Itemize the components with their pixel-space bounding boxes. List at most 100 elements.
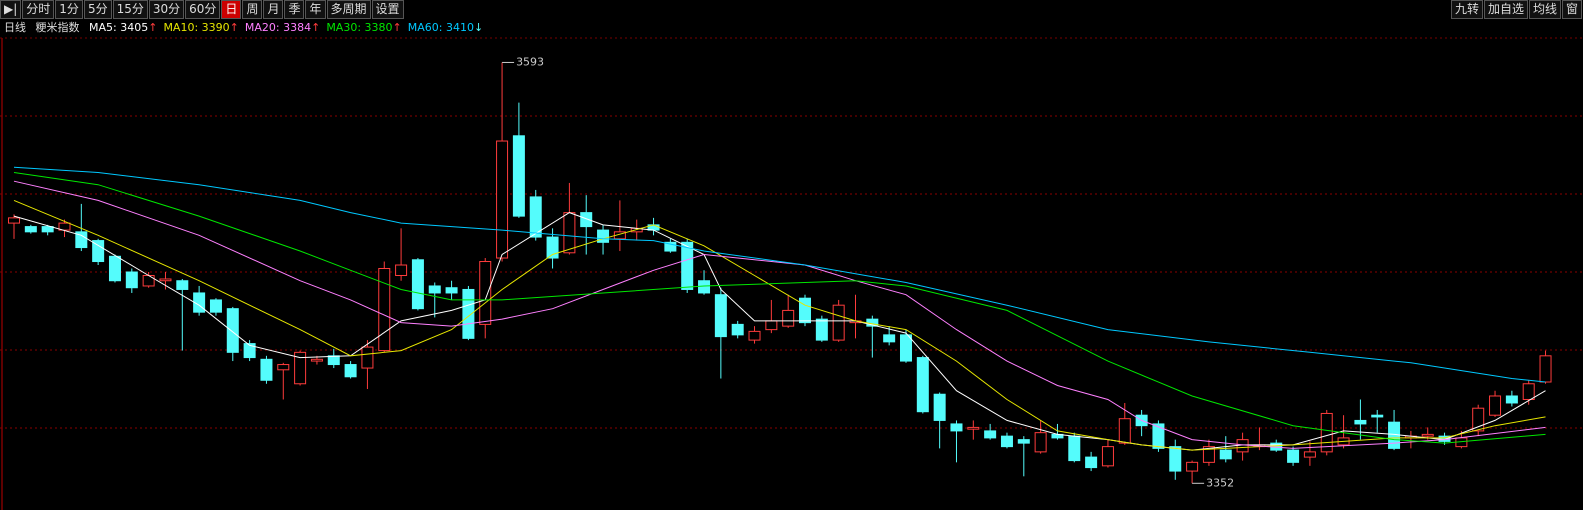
- candle-body: [883, 334, 896, 343]
- period-toolbar: ▶| 分时 1分 5分 15分 30分 60分日周月季年多周期 设置: [0, 0, 405, 20]
- candle-body: [1539, 355, 1552, 383]
- candle-body: [1303, 451, 1316, 458]
- candle-body: [445, 287, 458, 294]
- candle-body: [1202, 446, 1215, 463]
- ma-line: [13, 199, 1546, 451]
- candle-body: [933, 393, 946, 421]
- instrument-name: 粳米指数: [35, 21, 80, 34]
- candle-body: [546, 236, 559, 259]
- candle-body: [1118, 418, 1131, 444]
- candle-body: [1034, 432, 1047, 453]
- candle-body: [496, 140, 509, 259]
- ma-line: [13, 172, 1546, 444]
- period-label: 日线: [4, 21, 26, 34]
- ma-arrow: ↑: [148, 21, 158, 34]
- toolbar-button[interactable]: 日: [221, 0, 242, 19]
- toolbar-button[interactable]: 60分: [185, 0, 221, 19]
- ma-arrow: ↑: [311, 21, 321, 34]
- candle-body: [748, 330, 761, 341]
- candle-body: [344, 364, 357, 378]
- candle-body: [125, 271, 138, 289]
- candle-body: [1489, 395, 1502, 416]
- candle-body: [462, 288, 475, 339]
- candle-body: [327, 355, 340, 366]
- candle-body: [361, 346, 374, 369]
- candle-body: [580, 212, 593, 228]
- candle-body: [378, 268, 391, 352]
- candle-body: [1522, 383, 1535, 400]
- candle-body: [1421, 433, 1434, 437]
- toolbar-button[interactable]: 九转: [1450, 0, 1483, 19]
- candle-body: [1287, 449, 1300, 463]
- candle-body: [597, 229, 610, 243]
- toolbar-button[interactable]: 5分: [83, 0, 112, 19]
- toolbar-button[interactable]: 15分: [112, 0, 148, 19]
- toolbar-button[interactable]: ▶|: [0, 0, 22, 19]
- toolbar-button[interactable]: 窗: [1561, 0, 1582, 19]
- candle-body: [731, 323, 744, 336]
- toolbar-button[interactable]: 周: [242, 0, 263, 19]
- ma-legend: MA5: 3405: [89, 21, 149, 34]
- ma-line: [13, 180, 1546, 449]
- ma-arrow: ↑: [392, 21, 402, 34]
- toolbar-button[interactable]: 设置: [371, 0, 404, 19]
- candle-body: [1472, 407, 1485, 432]
- info-line: 日线 粳米指数 MA5: 3405↑ MA10: 3390↑ MA20: 3384↑…: [4, 20, 489, 36]
- candle-body: [1505, 395, 1518, 404]
- candle-body: [782, 309, 795, 327]
- ma-arrow: ↑: [229, 21, 239, 34]
- toolbar-button[interactable]: 年: [305, 0, 326, 19]
- ma-legend: MA10: 3390: [163, 21, 230, 34]
- candle-body: [176, 280, 189, 290]
- candle-body: [428, 285, 441, 294]
- candle-body: [1186, 461, 1199, 472]
- candle-body: [529, 196, 542, 238]
- candle-body: [1000, 435, 1013, 448]
- toolbar-button[interactable]: 均线: [1528, 0, 1561, 19]
- toolbar-button[interactable]: 分时: [22, 0, 55, 19]
- toolbar-button[interactable]: 1分: [55, 0, 83, 19]
- candle-body: [1017, 439, 1030, 444]
- candle-body: [1152, 423, 1165, 449]
- candle-body: [24, 226, 37, 233]
- candle-body: [1101, 446, 1114, 467]
- candle-body: [664, 241, 677, 252]
- tool-toolbar: 九转 加自选 均线窗: [1450, 0, 1583, 20]
- candle-body: [108, 255, 121, 282]
- ma-line: [13, 212, 1546, 451]
- candle-body: [41, 226, 54, 233]
- candle-body: [1354, 419, 1367, 425]
- toolbar-button[interactable]: 30分: [148, 0, 185, 19]
- candle-body: [984, 430, 997, 439]
- candle-body: [832, 304, 845, 341]
- candle-body: [681, 241, 694, 290]
- candle-body: [1169, 446, 1182, 472]
- candle-body: [1320, 412, 1333, 453]
- candle-body: [765, 320, 778, 331]
- toolbar-button[interactable]: 加自选: [1483, 0, 1528, 19]
- candle-body: [1371, 414, 1384, 418]
- ma-line: [13, 166, 1546, 383]
- candle-body: [260, 358, 273, 381]
- candle-body: [277, 364, 290, 371]
- ma-legend: MA30: 3380: [326, 21, 393, 34]
- toolbar-button[interactable]: 月: [263, 0, 284, 19]
- candle-body: [159, 278, 172, 282]
- candle-body: [815, 318, 828, 341]
- toolbar-button[interactable]: 多周期: [326, 0, 371, 19]
- min-label: 3352: [1206, 476, 1234, 489]
- candle-body: [8, 217, 20, 224]
- candle-body: [714, 294, 727, 338]
- toolbar-button[interactable]: 季: [284, 0, 305, 19]
- candle-body: [799, 297, 812, 324]
- candle-body: [310, 358, 323, 362]
- candle-body: [75, 231, 88, 249]
- ma-legend: MA20: 3384: [244, 21, 312, 34]
- ma-arrow: ↓: [473, 21, 484, 34]
- candle-body: [950, 423, 963, 432]
- candle-body: [916, 357, 929, 413]
- candle-body: [226, 308, 239, 353]
- candle-body: [92, 240, 105, 263]
